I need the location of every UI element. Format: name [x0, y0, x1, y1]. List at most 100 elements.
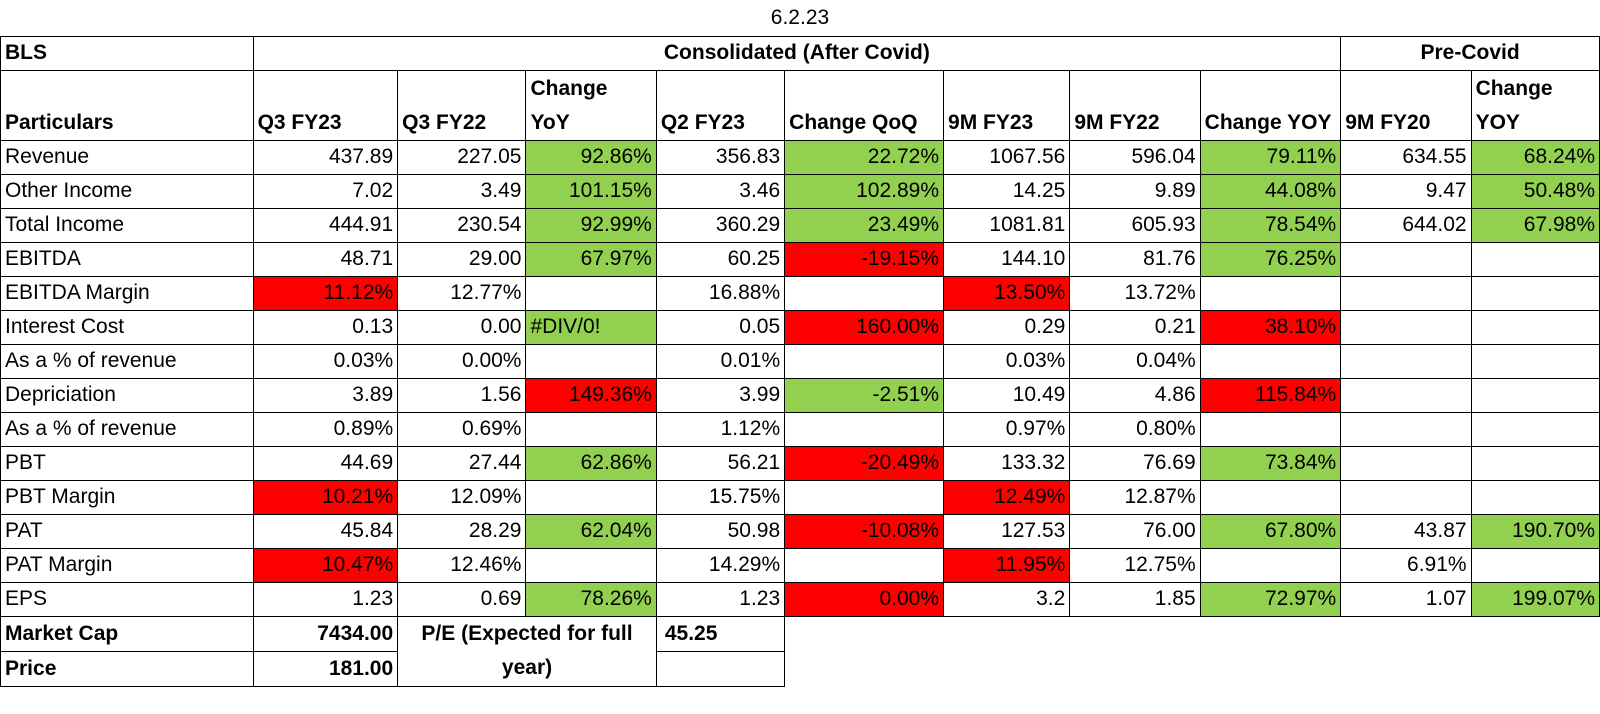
cell-q3-fy23[interactable]: 0.13 — [252, 309, 399, 345]
cell-q3-fy23[interactable]: 11.12% — [252, 275, 399, 311]
cell-change-yoy[interactable]: #DIV/0! — [525, 309, 657, 345]
cell-q2-fy23[interactable]: 1.12% — [655, 411, 786, 447]
cell-q2-fy23[interactable]: 0.01% — [655, 343, 786, 379]
cell-change-yoy-9m[interactable]: 76.25% — [1199, 241, 1342, 277]
cell-q3-fy22[interactable]: 0.00% — [397, 343, 527, 379]
cell-9m-fy20[interactable]: 644.02 — [1340, 207, 1472, 243]
cell-change-yoy[interactable] — [525, 275, 657, 311]
cell-change-yoy-precovid[interactable]: 67.98% — [1470, 207, 1600, 243]
header-9m-fy20[interactable]: 9M FY20 — [1340, 69, 1472, 141]
market-cap-label[interactable]: Market Cap — [0, 615, 254, 652]
row-label[interactable]: PAT Margin — [0, 547, 254, 583]
row-label[interactable]: EPS — [0, 581, 254, 617]
cell-change-yoy-9m[interactable]: 67.80% — [1199, 513, 1342, 549]
cell-9m-fy23[interactable]: 127.53 — [943, 513, 1071, 549]
row-label[interactable]: As a % of revenue — [0, 343, 254, 379]
cell-change-yoy-9m[interactable]: 78.54% — [1199, 207, 1342, 243]
cell-q3-fy22[interactable]: 0.69 — [397, 581, 527, 617]
cell-9m-fy20[interactable] — [1340, 377, 1472, 413]
cell-change-yoy-precovid[interactable]: 68.24% — [1470, 139, 1600, 175]
pe-value[interactable]: 45.25 — [655, 615, 786, 652]
cell-change-yoy-precovid[interactable] — [1470, 479, 1600, 515]
cell-q3-fy22[interactable]: 12.77% — [397, 275, 527, 311]
cell-q3-fy22[interactable]: 29.00 — [397, 241, 527, 277]
market-cap-value[interactable]: 7434.00 — [252, 615, 399, 652]
cell-9m-fy20[interactable]: 6.91% — [1340, 547, 1472, 583]
cell-q2-fy23[interactable]: 356.83 — [655, 139, 786, 175]
cell-q3-fy22[interactable]: 27.44 — [397, 445, 527, 481]
cell-q3-fy23[interactable]: 1.23 — [252, 581, 399, 617]
cell-9m-fy23[interactable]: 1081.81 — [943, 207, 1071, 243]
cell-change-qoq[interactable]: -20.49% — [784, 445, 945, 481]
cell-9m-fy20[interactable] — [1340, 309, 1472, 345]
cell-q2-fy23[interactable]: 50.98 — [655, 513, 786, 549]
cell-9m-fy23[interactable]: 13.50% — [943, 275, 1071, 311]
cell-change-yoy-9m[interactable]: 79.11% — [1199, 139, 1342, 175]
cell-change-yoy[interactable] — [525, 547, 657, 583]
cell-q2-fy23[interactable]: 15.75% — [655, 479, 786, 515]
cell-change-yoy[interactable]: 78.26% — [525, 581, 657, 617]
cell-9m-fy22[interactable]: 76.00 — [1069, 513, 1201, 549]
cell-change-qoq[interactable]: -10.08% — [784, 513, 945, 549]
cell-q2-fy23[interactable]: 3.46 — [655, 173, 786, 209]
cell-q3-fy22[interactable]: 12.46% — [397, 547, 527, 583]
cell-q3-fy23[interactable]: 7.02 — [252, 173, 399, 209]
header-change-yoy[interactable]: Change YoY — [525, 69, 657, 141]
cell-change-qoq[interactable]: 160.00% — [784, 309, 945, 345]
cell-change-yoy-9m[interactable] — [1199, 275, 1342, 311]
cell-change-yoy[interactable]: 67.97% — [525, 241, 657, 277]
cell-9m-fy20[interactable] — [1340, 411, 1472, 447]
cell-9m-fy23[interactable]: 11.95% — [943, 547, 1071, 583]
cell-q3-fy22[interactable]: 28.29 — [397, 513, 527, 549]
header-change-yoy-precovid[interactable]: Change YOY — [1470, 69, 1600, 141]
cell-q2-fy23[interactable]: 56.21 — [655, 445, 786, 481]
cell-change-yoy-9m[interactable] — [1199, 479, 1342, 515]
cell-change-yoy[interactable] — [525, 343, 657, 379]
cell-change-qoq[interactable]: 102.89% — [784, 173, 945, 209]
cell-change-yoy-precovid[interactable] — [1470, 275, 1600, 311]
cell-change-yoy[interactable]: 92.99% — [525, 207, 657, 243]
cell-q3-fy23[interactable]: 3.89 — [252, 377, 399, 413]
cell-9m-fy22[interactable]: 9.89 — [1069, 173, 1201, 209]
cell-change-yoy-precovid[interactable]: 50.48% — [1470, 173, 1600, 209]
cell-change-qoq[interactable] — [784, 275, 945, 311]
row-label[interactable]: As a % of revenue — [0, 411, 254, 447]
header-change-qoq[interactable]: Change QoQ — [784, 69, 945, 141]
cell-9m-fy23[interactable]: 12.49% — [943, 479, 1071, 515]
cell-9m-fy20[interactable] — [1340, 479, 1472, 515]
cell-9m-fy20[interactable]: 1.07 — [1340, 581, 1472, 617]
row-label[interactable]: Revenue — [0, 139, 254, 175]
cell-q2-fy23[interactable]: 1.23 — [655, 581, 786, 617]
cell-q3-fy23[interactable]: 10.21% — [252, 479, 399, 515]
row-label[interactable]: PBT — [0, 445, 254, 481]
cell-9m-fy20[interactable] — [1340, 275, 1472, 311]
row-label[interactable]: Total Income — [0, 207, 254, 243]
cell-q3-fy22[interactable]: 0.00 — [397, 309, 527, 345]
cell-q3-fy22[interactable]: 0.69% — [397, 411, 527, 447]
row-label[interactable]: Depriciation — [0, 377, 254, 413]
header-q3-fy22[interactable]: Q3 FY22 — [397, 69, 527, 141]
cell-q2-fy23[interactable]: 60.25 — [655, 241, 786, 277]
price-value[interactable]: 181.00 — [252, 650, 399, 687]
cell-9m-fy20[interactable]: 43.87 — [1340, 513, 1472, 549]
cell-9m-fy23[interactable]: 133.32 — [943, 445, 1071, 481]
cell-9m-fy22[interactable]: 12.87% — [1069, 479, 1201, 515]
cell-9m-fy23[interactable]: 144.10 — [943, 241, 1071, 277]
cell-change-qoq[interactable]: 22.72% — [784, 139, 945, 175]
cell-change-yoy-precovid[interactable] — [1470, 377, 1600, 413]
cell-9m-fy22[interactable]: 76.69 — [1069, 445, 1201, 481]
cell-q3-fy23[interactable]: 10.47% — [252, 547, 399, 583]
company-name[interactable]: BLS — [0, 35, 254, 71]
cell-q3-fy22[interactable]: 12.09% — [397, 479, 527, 515]
cell-q3-fy22[interactable]: 230.54 — [397, 207, 527, 243]
group-consolidated-header[interactable]: Consolidated (After Covid) — [252, 35, 1342, 71]
cell-change-qoq[interactable] — [784, 547, 945, 583]
empty-cell[interactable] — [655, 650, 786, 687]
cell-q3-fy23[interactable]: 45.84 — [252, 513, 399, 549]
cell-change-yoy-9m[interactable]: 72.97% — [1199, 581, 1342, 617]
cell-change-yoy-9m[interactable] — [1199, 343, 1342, 379]
cell-9m-fy22[interactable]: 1.85 — [1069, 581, 1201, 617]
cell-9m-fy22[interactable]: 0.80% — [1069, 411, 1201, 447]
cell-9m-fy22[interactable]: 0.21 — [1069, 309, 1201, 345]
pe-label[interactable]: P/E (Expected for full year) — [397, 615, 657, 687]
